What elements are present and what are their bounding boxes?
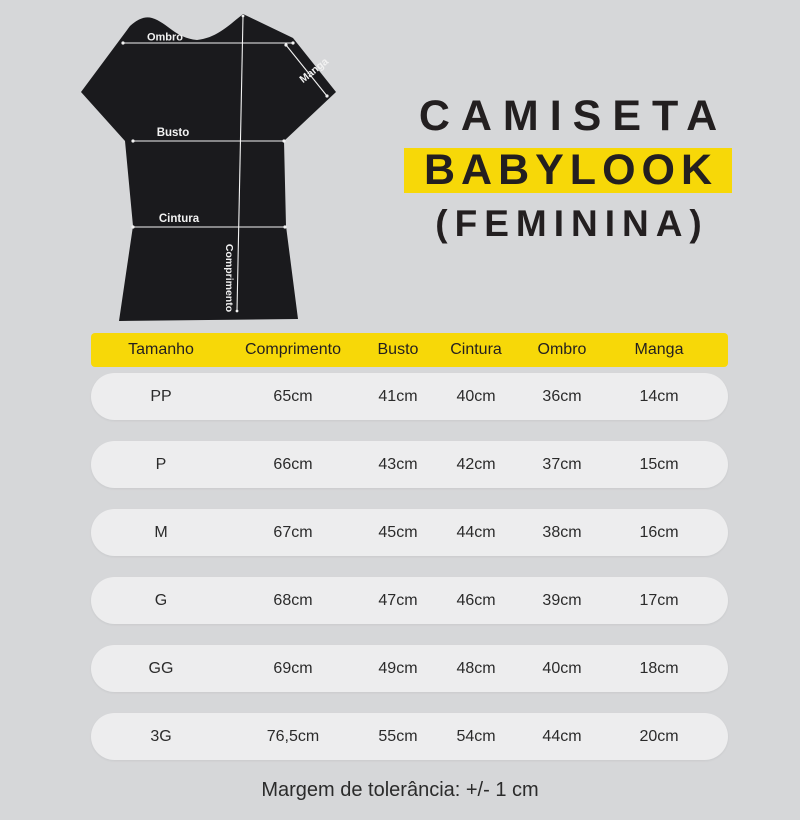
svg-text:Busto: Busto	[157, 127, 190, 139]
svg-text:Comprimento: Comprimento	[223, 244, 235, 312]
svg-text:Ombro: Ombro	[147, 32, 183, 44]
svg-text:Cintura: Cintura	[159, 213, 200, 225]
